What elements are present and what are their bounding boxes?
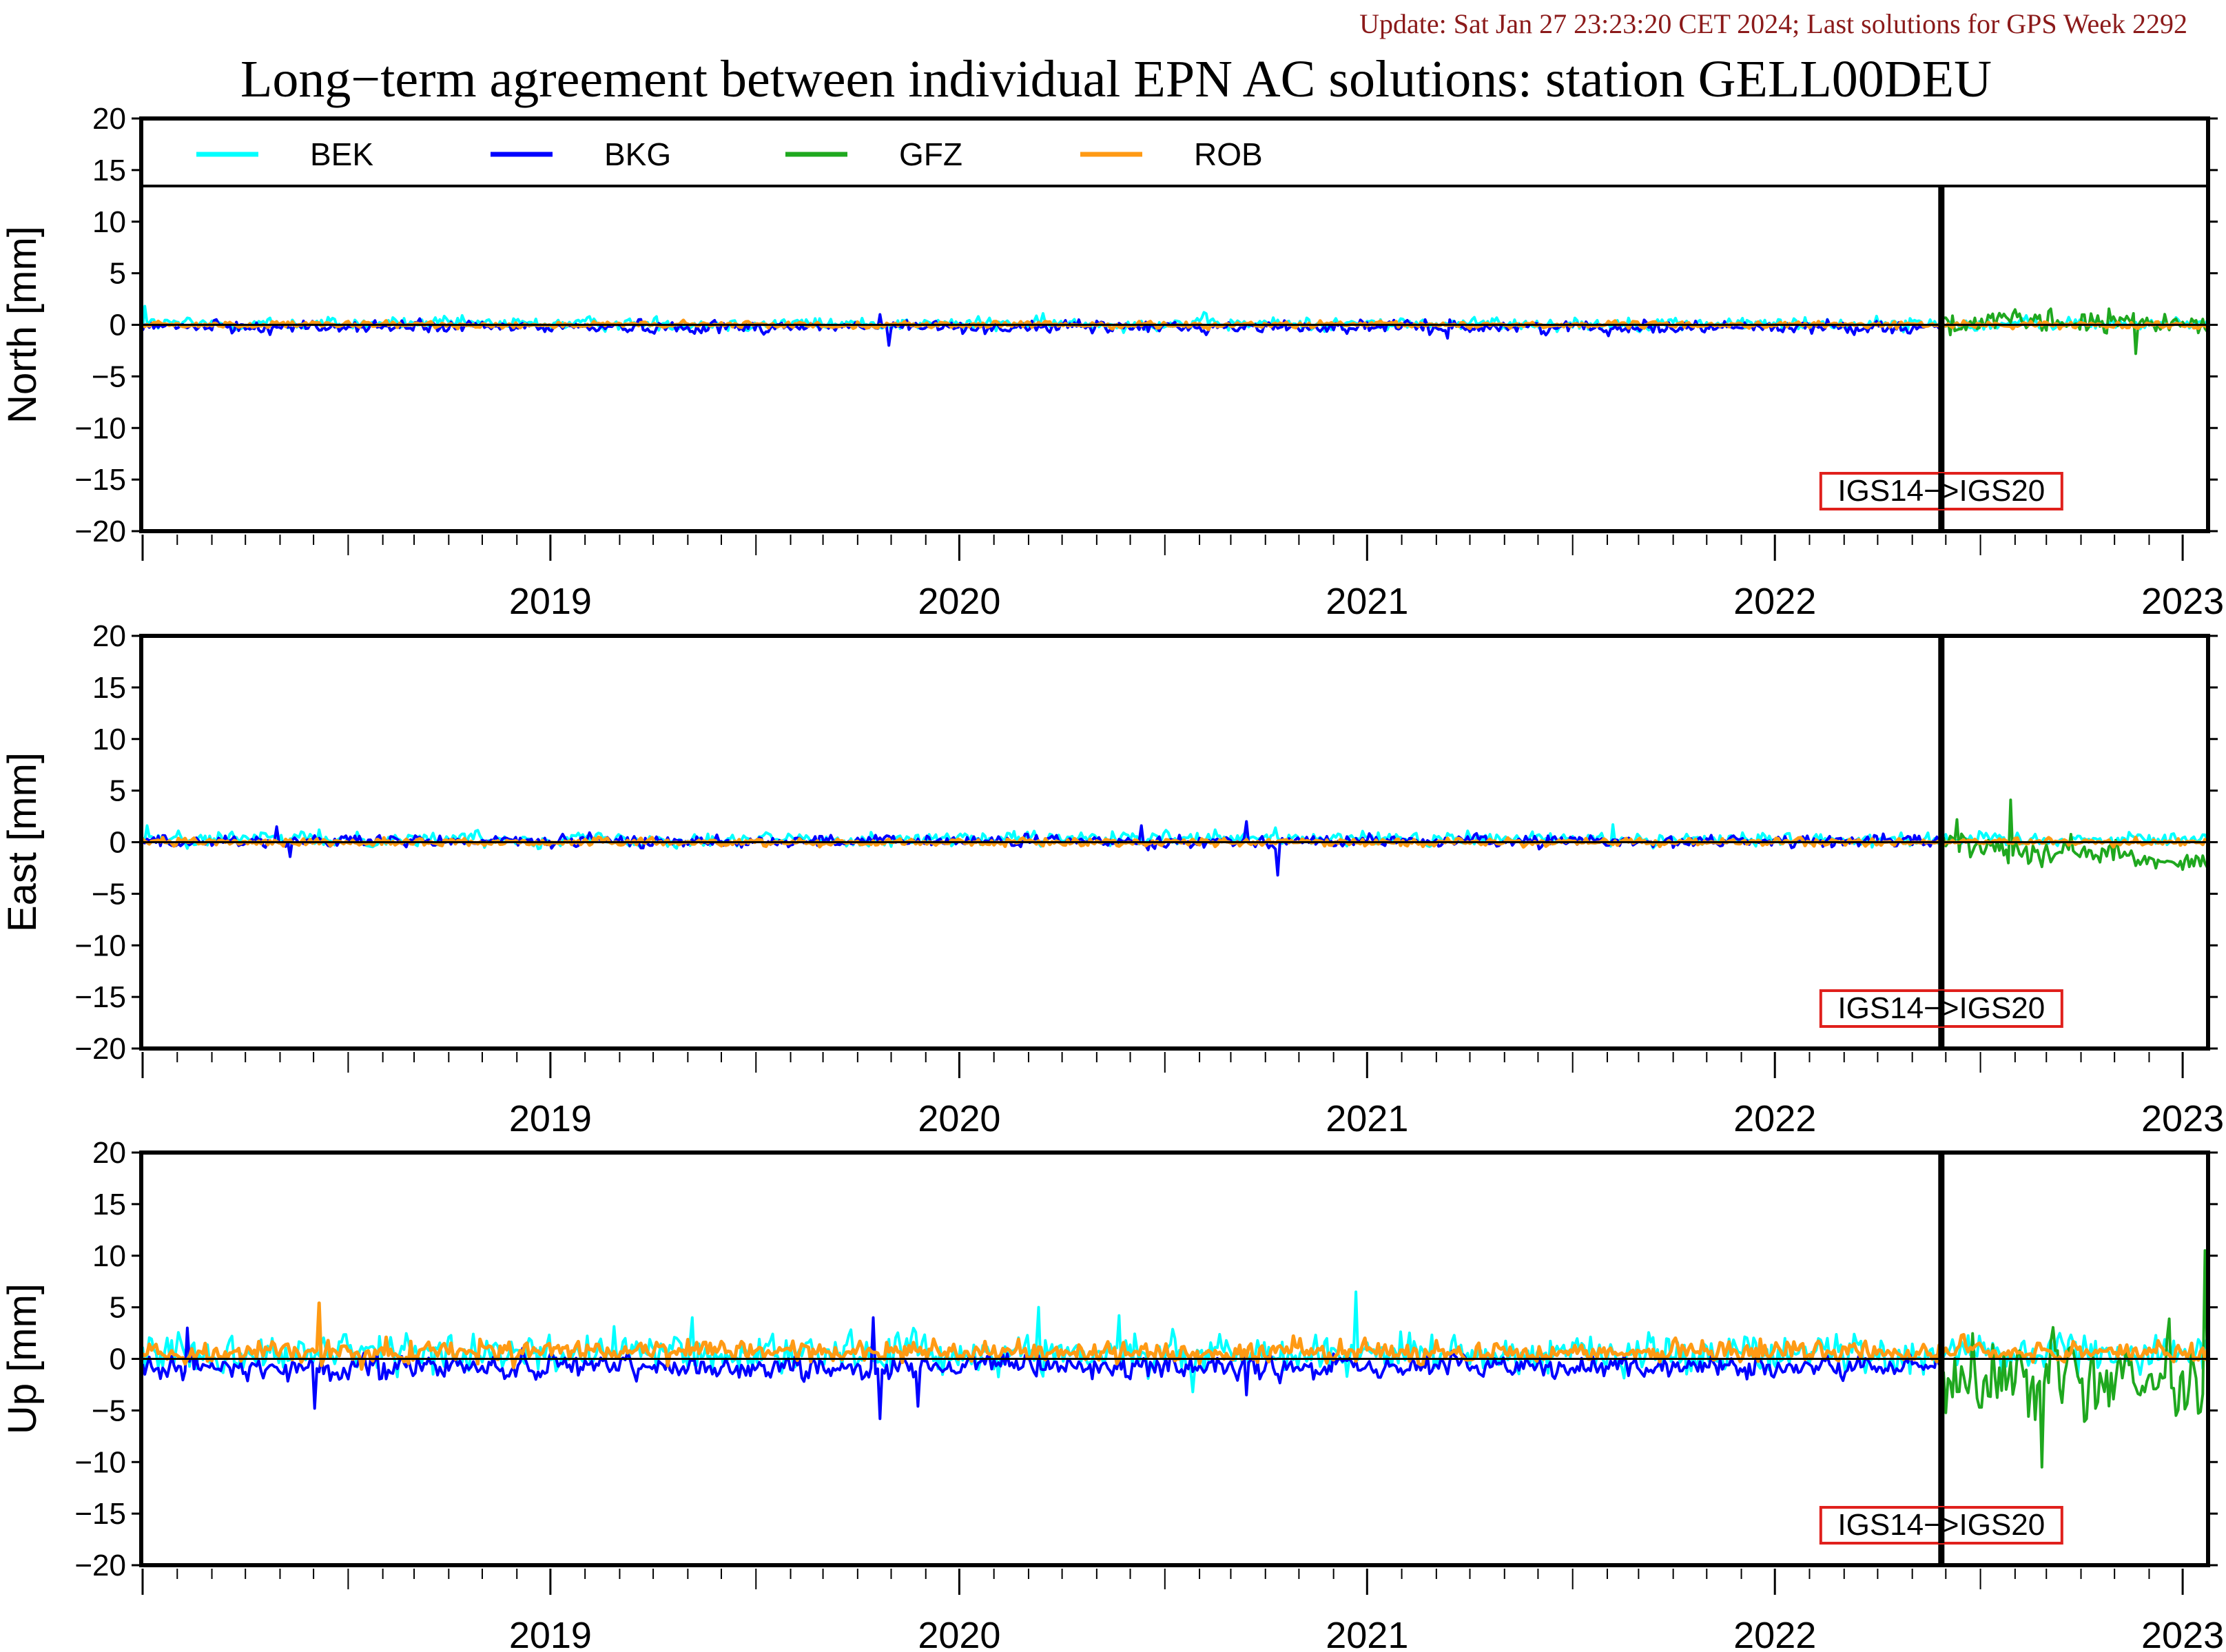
x-year-label: 2020 [918, 1615, 1000, 1652]
y-tick-label: −15 [74, 980, 126, 1014]
x-year-label: 2022 [1733, 581, 1816, 622]
y-tick-label: −20 [74, 1032, 126, 1066]
y-tick-label: 20 [92, 1136, 126, 1170]
y-axis-label: North [mm] [0, 226, 45, 424]
y-tick-label: −5 [92, 360, 126, 393]
y-axis-label: East [mm] [0, 752, 45, 932]
series-line-bkg [142, 820, 1941, 877]
y-tick-label: 15 [92, 154, 126, 187]
x-year-label: 2019 [509, 1615, 592, 1652]
y-tick-label: 10 [92, 1239, 126, 1273]
x-year-label: 2019 [509, 581, 592, 622]
y-tick-label: −10 [74, 1445, 126, 1479]
y-tick-label: 5 [110, 774, 126, 808]
legend-label-bek: BEK [310, 136, 373, 172]
y-tick-label: −10 [74, 929, 126, 962]
x-year-label: 2020 [918, 581, 1000, 622]
y-tick-label: 10 [92, 723, 126, 756]
series-line-gfz [1940, 1249, 2208, 1473]
x-year-label: 2023 [2141, 1098, 2224, 1139]
x-year-label: 2023 [2141, 581, 2224, 622]
y-tick-label: 0 [110, 309, 126, 342]
y-tick-label: 20 [92, 102, 126, 136]
y-tick-label: 15 [92, 671, 126, 705]
y-tick-label: 5 [110, 1291, 126, 1325]
y-tick-label: −5 [92, 1394, 126, 1427]
y-tick-label: −5 [92, 877, 126, 911]
y-tick-label: 20 [92, 619, 126, 653]
x-year-label: 2021 [1326, 1098, 1408, 1139]
y-tick-label: 0 [110, 1343, 126, 1376]
y-tick-label: −10 [74, 411, 126, 445]
y-tick-label: 15 [92, 1188, 126, 1221]
x-year-label: 2020 [918, 1098, 1000, 1139]
x-year-label: 2021 [1326, 1615, 1408, 1652]
plot-frame [139, 116, 2210, 533]
y-tick-label: 0 [110, 826, 126, 860]
series-line-bkg [141, 1316, 1941, 1421]
chart-title: Long−term agreement between individual E… [240, 50, 1992, 108]
y-tick-label: −15 [74, 1497, 126, 1531]
plot-frame [139, 1150, 2210, 1567]
update-text: Update: Sat Jan 27 23:23:20 CET 2024; La… [1359, 8, 2187, 39]
plot-frame [139, 634, 2210, 1051]
legend-label-rob: ROB [1194, 136, 1263, 172]
y-tick-label: 10 [92, 205, 126, 239]
x-year-label: 2019 [509, 1098, 592, 1139]
y-tick-label: 5 [110, 257, 126, 291]
y-tick-label: −15 [74, 463, 126, 497]
x-year-label: 2022 [1733, 1615, 1816, 1652]
x-year-label: 2022 [1733, 1098, 1816, 1139]
y-tick-label: −20 [74, 1549, 126, 1582]
x-year-label: 2023 [2141, 1615, 2224, 1652]
series-line-gfz [1940, 798, 2208, 875]
legend-label-bkg: BKG [604, 136, 671, 172]
x-year-label: 2021 [1326, 581, 1408, 622]
y-axis-label: Up [mm] [0, 1283, 45, 1434]
legend-label-gfz: GFZ [899, 136, 962, 172]
y-tick-label: −20 [74, 515, 126, 548]
